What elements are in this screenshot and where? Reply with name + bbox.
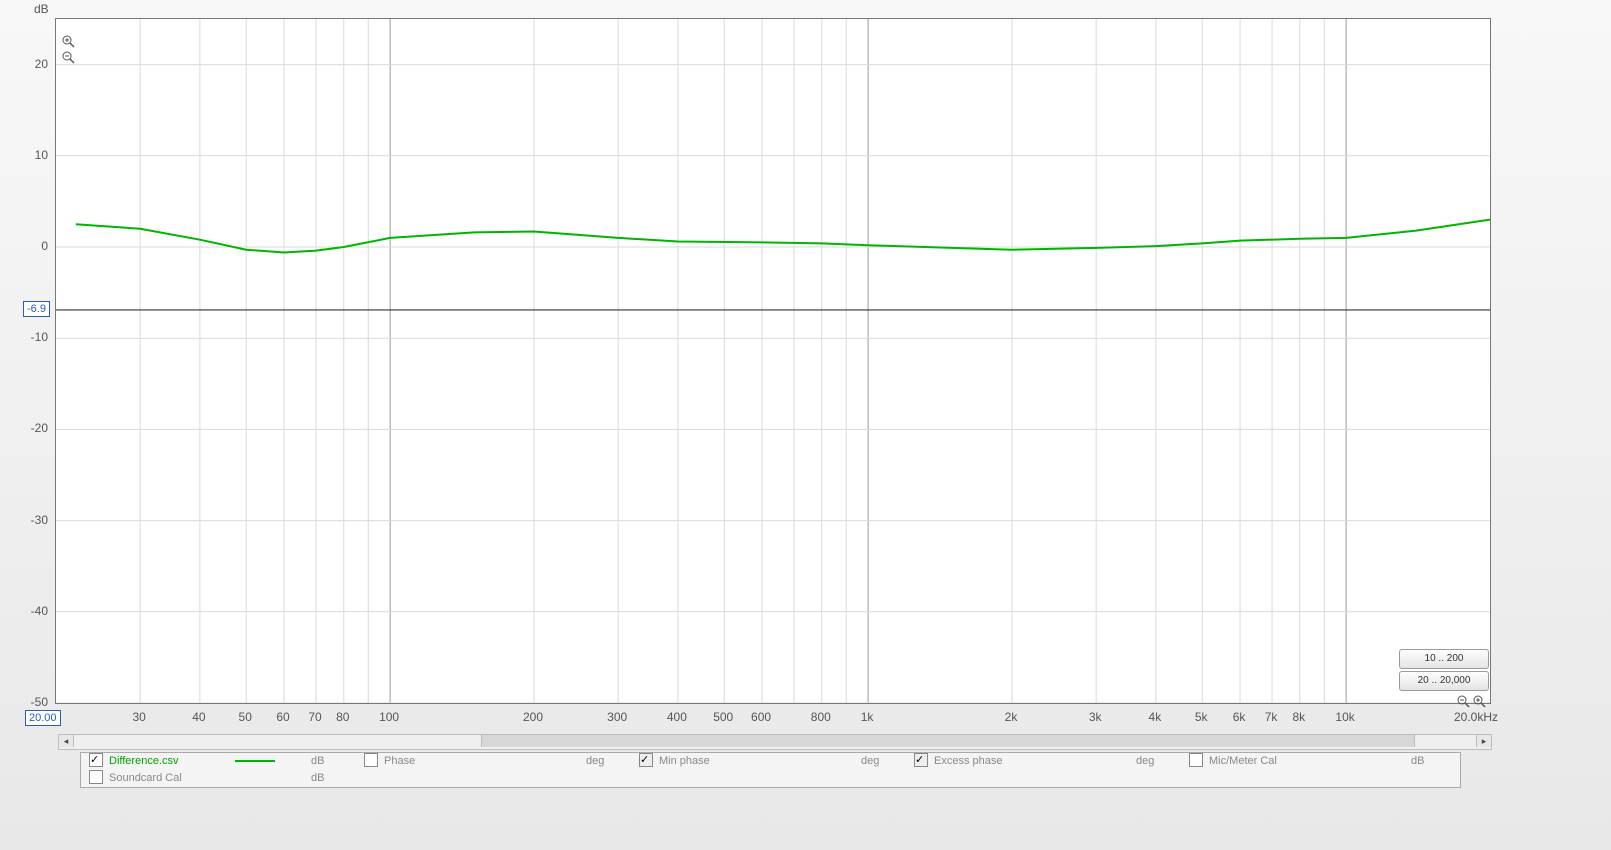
legend-row: Soundcard Cal dB <box>81 770 1460 787</box>
x-tick-label: 7k <box>1265 710 1278 724</box>
x-min-readout[interactable]: 20.00 <box>25 710 61 726</box>
range-button-0[interactable]: 10 .. 200 <box>1399 649 1489 669</box>
y-tick-label: -10 <box>0 330 48 344</box>
x-tick-label: 40 <box>192 710 205 724</box>
scroll-left-button[interactable]: ◂ <box>59 735 74 747</box>
x-tick-label: 80 <box>336 710 349 724</box>
scroll-thumb[interactable] <box>481 735 1415 747</box>
frequency-response-chart: { "chart": { "type": "line", "background… <box>0 0 1611 850</box>
x-tick-label: 300 <box>607 710 627 724</box>
legend-label[interactable]: Excess phase <box>934 753 1002 770</box>
legend-label[interactable]: Phase <box>384 753 415 770</box>
legend-label[interactable]: Soundcard Cal <box>109 770 182 787</box>
x-tick-label: 8k <box>1292 710 1305 724</box>
scroll-right-button[interactable]: ▸ <box>1476 735 1491 747</box>
y-cursor-readout[interactable]: -6.9 <box>23 301 50 317</box>
y-tick-label: -20 <box>0 421 48 435</box>
x-tick-label: 4k <box>1149 710 1162 724</box>
x-tick-label: 2k <box>1005 710 1018 724</box>
x-unit-label: kHz <box>1477 710 1498 724</box>
legend-checkbox[interactable] <box>89 753 109 770</box>
y-tick-label: 0 <box>0 239 48 253</box>
legend-unit: deg <box>861 753 879 770</box>
y-tick-label: 20 <box>0 57 48 71</box>
x-max-value: 20.0 <box>1454 710 1477 724</box>
legend-label[interactable]: Min phase <box>659 753 710 770</box>
x-tick-label: 500 <box>713 710 733 724</box>
x-tick-label: 30 <box>132 710 145 724</box>
y-axis-unit-label: dB <box>34 2 49 16</box>
x-tick-label: 400 <box>667 710 687 724</box>
x-tick-label: 200 <box>523 710 543 724</box>
zoom-out-y-icon[interactable] <box>62 51 76 65</box>
x-tick-label: 5k <box>1195 710 1208 724</box>
y-tick-label: -40 <box>0 604 48 618</box>
legend-checkbox[interactable] <box>639 753 659 770</box>
legend-checkbox[interactable] <box>914 753 934 770</box>
x-tick-label: 60 <box>276 710 289 724</box>
x-max-readout: 20.0kHz <box>1454 710 1498 724</box>
x-tick-label: 50 <box>239 710 252 724</box>
legend-label[interactable]: Mic/Meter Cal <box>1209 753 1277 770</box>
legend-unit: dB <box>311 770 324 787</box>
x-tick-label: 3k <box>1089 710 1102 724</box>
legend-label[interactable]: Difference.csv <box>109 753 179 770</box>
x-tick-label: 800 <box>811 710 831 724</box>
x-tick-label: 70 <box>308 710 321 724</box>
range-button-1[interactable]: 20 .. 20,000 <box>1399 671 1489 691</box>
legend-panel: Difference.csv dB Phase deg Min phase deg Exce… <box>80 752 1461 788</box>
zoom-in-y-icon[interactable] <box>62 35 76 49</box>
legend-unit: dB <box>311 753 324 770</box>
legend-unit: dB <box>1411 753 1424 770</box>
x-tick-label: 6k <box>1233 710 1246 724</box>
legend-row: Difference.csv dB Phase deg Min phase deg Exce… <box>81 753 1460 770</box>
y-tick-label: -50 <box>0 695 48 709</box>
plot-area[interactable] <box>55 18 1491 704</box>
legend-checkbox[interactable] <box>364 753 384 770</box>
x-tick-label: 600 <box>751 710 771 724</box>
x-tick-label: 1k <box>861 710 874 724</box>
legend-swatch <box>235 753 275 770</box>
legend-checkbox[interactable] <box>89 770 109 787</box>
x-tick-label: 100 <box>379 710 399 724</box>
plot-svg <box>56 19 1490 703</box>
legend-checkbox[interactable] <box>1189 753 1209 770</box>
horizontal-scrollbar[interactable]: ◂ ▸ <box>58 734 1492 750</box>
legend-unit: deg <box>586 753 604 770</box>
y-tick-label: 10 <box>0 148 48 162</box>
y-tick-label: -30 <box>0 513 48 527</box>
x-tick-label: 10k <box>1335 710 1354 724</box>
zoom-out-x-icon[interactable] <box>1457 695 1471 709</box>
legend-unit: deg <box>1136 753 1154 770</box>
zoom-in-x-icon[interactable] <box>1473 695 1487 709</box>
